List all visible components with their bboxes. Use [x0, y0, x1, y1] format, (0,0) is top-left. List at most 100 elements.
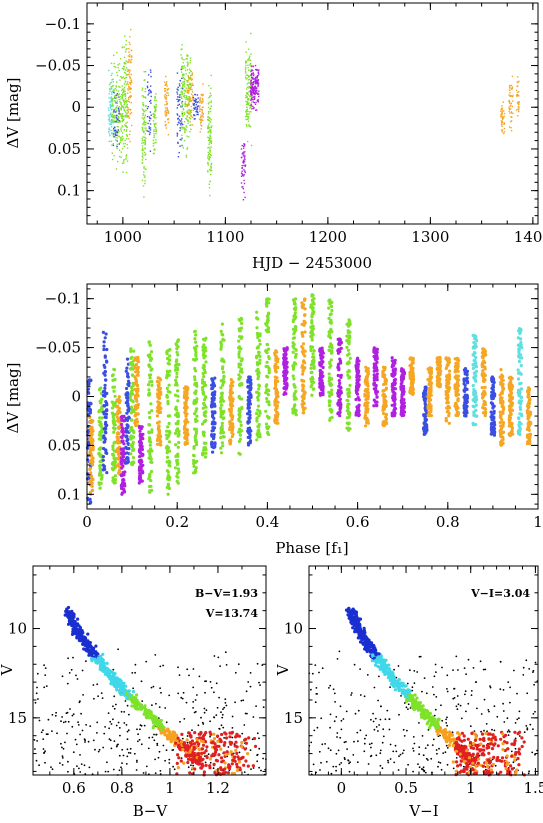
lightcurve-point	[127, 88, 129, 90]
phased-point	[292, 377, 296, 381]
lightcurve-point	[126, 134, 128, 137]
lightcurve-point	[125, 130, 128, 132]
lightcurve-point	[518, 109, 520, 111]
lightcurve-point	[509, 95, 512, 97]
phased-point	[319, 356, 323, 360]
phased-point	[327, 399, 331, 403]
lightcurve-point	[129, 113, 131, 115]
phased-point	[274, 349, 278, 353]
phased-point	[127, 406, 131, 411]
lightcurve-point	[201, 112, 203, 114]
phased-point	[148, 373, 153, 377]
lightcurve-point	[152, 115, 155, 118]
phased-point	[102, 340, 106, 344]
phased-point	[301, 405, 305, 409]
phased-point	[355, 375, 359, 379]
lightcurve-point	[511, 87, 513, 89]
phased-point	[168, 354, 172, 358]
phased-point	[347, 428, 351, 432]
phased-point	[111, 461, 115, 465]
phased-point	[202, 356, 206, 360]
phased-point	[210, 442, 214, 446]
lightcurve-point	[142, 102, 144, 104]
lightcurve-point	[122, 106, 124, 108]
lightcurve-point	[178, 83, 181, 85]
phased-point	[213, 444, 217, 449]
phased-point	[424, 386, 428, 390]
phased-point	[147, 439, 152, 443]
lightcurve-point	[112, 81, 114, 83]
phased-point	[202, 420, 206, 424]
lightcurve-point	[124, 115, 126, 117]
lightcurve-point	[189, 113, 192, 115]
phased-point	[390, 403, 394, 407]
lightcurve-point	[190, 78, 192, 81]
lightcurve-point	[152, 139, 155, 141]
lightcurve-point	[186, 115, 189, 117]
lightcurve-point	[128, 115, 130, 117]
lightcurve-point	[516, 94, 519, 97]
lightcurve-point	[195, 98, 198, 101]
phased-point	[212, 384, 217, 388]
phased-point	[399, 382, 403, 386]
lightcurve-point	[149, 127, 152, 129]
lightcurve-point	[501, 105, 503, 107]
lightcurve-point	[509, 84, 511, 87]
lightcurve-point	[145, 122, 147, 124]
lightcurve-point	[199, 131, 201, 133]
phased-point	[329, 336, 333, 340]
lightcurve-point	[127, 100, 129, 102]
lightcurve-point	[129, 69, 131, 71]
lightcurve-point	[184, 67, 186, 69]
phased-point	[166, 414, 170, 418]
phased-point	[257, 422, 261, 427]
lightcurve-point	[145, 137, 147, 139]
lightcurve-point	[181, 138, 183, 140]
lightcurve-point	[118, 98, 121, 101]
lightcurve-point	[207, 136, 209, 138]
lightcurve-point	[115, 94, 117, 97]
x-tick-label: 1400	[514, 228, 543, 246]
phased-point	[402, 409, 406, 413]
lightcurve-point	[512, 112, 514, 115]
phased-point	[426, 394, 430, 398]
lightcurve-point	[177, 89, 179, 91]
phased-point	[437, 377, 442, 381]
phased-point	[122, 442, 126, 446]
phased-point	[219, 345, 223, 349]
lightcurve-point	[114, 100, 116, 103]
phased-point	[130, 361, 134, 365]
lightcurve-point	[122, 99, 125, 102]
lightcurve-point	[119, 58, 122, 60]
lightcurve-point	[209, 153, 212, 156]
lightcurve-point	[244, 196, 246, 199]
phased-point	[438, 363, 442, 367]
lightcurve-point	[186, 96, 188, 98]
lightcurve-point	[129, 88, 131, 90]
phased-point	[101, 390, 105, 394]
lightcurve-point	[118, 113, 120, 115]
lightcurve-point	[510, 121, 512, 123]
lightcurve-point	[152, 145, 155, 147]
lightcurve-point	[147, 94, 149, 96]
lightcurve-point	[112, 135, 115, 137]
lightcurve-point	[249, 78, 251, 81]
phased-point	[192, 446, 196, 450]
lightcurve-point	[129, 36, 131, 38]
lightcurve-point	[500, 116, 502, 118]
lightcurve-point	[248, 86, 250, 88]
lightcurve-point	[125, 125, 127, 127]
phased-point	[115, 435, 120, 439]
lightcurve-point	[185, 156, 188, 158]
lightcurve-point	[123, 109, 126, 111]
phased-point	[129, 462, 133, 466]
lightcurve-point	[255, 92, 258, 94]
phased-point	[124, 446, 128, 450]
phased-point	[219, 391, 224, 396]
phased-point	[210, 445, 214, 449]
lightcurve-point	[180, 126, 183, 128]
phased-point	[427, 387, 431, 391]
phased-point	[193, 427, 197, 431]
phased-point	[400, 374, 404, 378]
phased-point	[401, 384, 406, 388]
